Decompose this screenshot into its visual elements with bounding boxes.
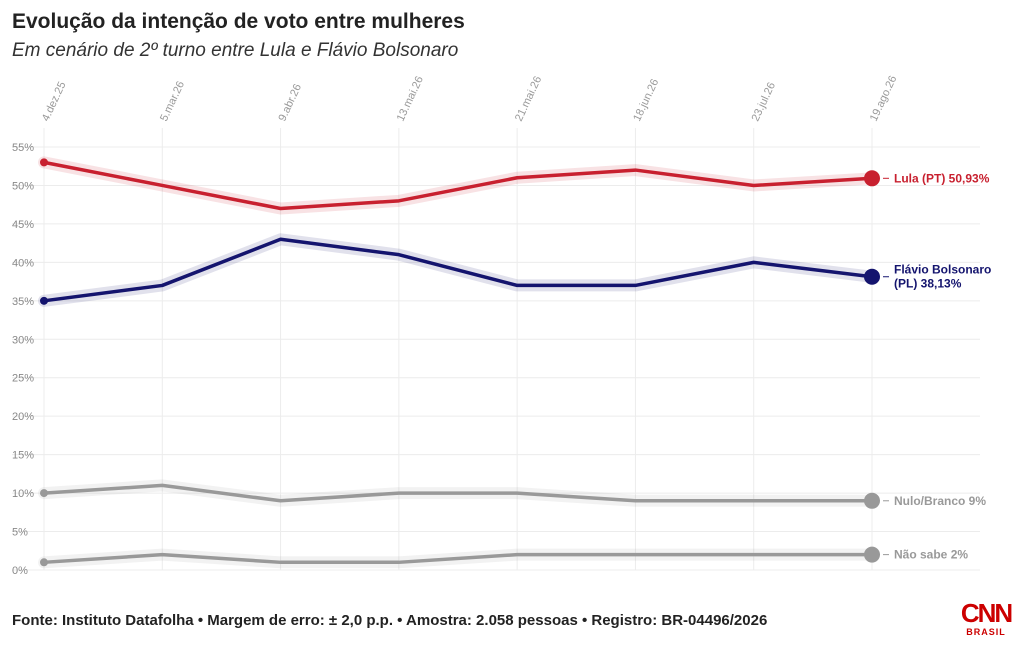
x-tick-label: 19.ago.26 (868, 74, 900, 123)
series-end-label: (PL) 38,13% (894, 277, 962, 291)
cnn-brasil-logo: CNN BRASIL (958, 600, 1014, 640)
y-tick-label: 20% (12, 411, 34, 423)
y-tick-label: 5% (12, 527, 28, 539)
series-end-point (864, 170, 880, 187)
x-tick-label: 9.abr.26 (276, 82, 304, 123)
series-end-label: Lula (PT) 50,93% (894, 171, 990, 185)
chart-subtitle: Em cenário de 2º turno entre Lula e Fláv… (12, 40, 459, 61)
y-tick-label: 0% (12, 565, 28, 577)
x-tick-label: 18.jun.26 (631, 77, 661, 123)
series-start-point (40, 158, 48, 167)
source-footer: Fonte: Instituto Datafolha • Margem de e… (12, 612, 768, 629)
x-tick-label: 23.jul.26 (750, 80, 778, 123)
series-end-point (864, 268, 880, 285)
series-line (42, 160, 874, 211)
y-tick-label: 35% (12, 296, 34, 308)
series-end-point (864, 546, 880, 563)
x-tick-label: 5.mar.26 (158, 79, 187, 123)
x-tick-label: 4.dez.25 (40, 80, 69, 123)
series-end-label: Não sabe 2% (894, 548, 968, 562)
logo-sub: BRASIL (966, 627, 1006, 637)
series-end-label: Nulo/Branco 9% (894, 494, 986, 508)
x-tick-label: 13.mai.26 (395, 74, 426, 123)
y-tick-label: 55% (12, 142, 34, 154)
y-tick-label: 40% (12, 257, 34, 269)
series-line (42, 237, 874, 303)
y-tick-label: 25% (12, 373, 34, 385)
series-line (42, 483, 874, 503)
logo-brand: CNN (960, 598, 1013, 628)
series-line (42, 552, 874, 565)
series-end-point (864, 492, 880, 509)
y-tick-label: 50% (12, 180, 34, 192)
series-start-point (40, 558, 48, 567)
y-tick-label: 15% (12, 450, 34, 462)
series-start-point (40, 489, 48, 498)
series-start-point (40, 296, 48, 305)
x-tick-label: 21.mai.26 (513, 74, 544, 123)
y-tick-label: 30% (12, 334, 34, 346)
series-end-label: Flávio Bolsonaro (894, 263, 991, 277)
y-tick-label: 10% (12, 488, 34, 500)
y-tick-label: 45% (12, 219, 34, 231)
chart-title: Evolução da intenção de voto entre mulhe… (12, 10, 465, 33)
